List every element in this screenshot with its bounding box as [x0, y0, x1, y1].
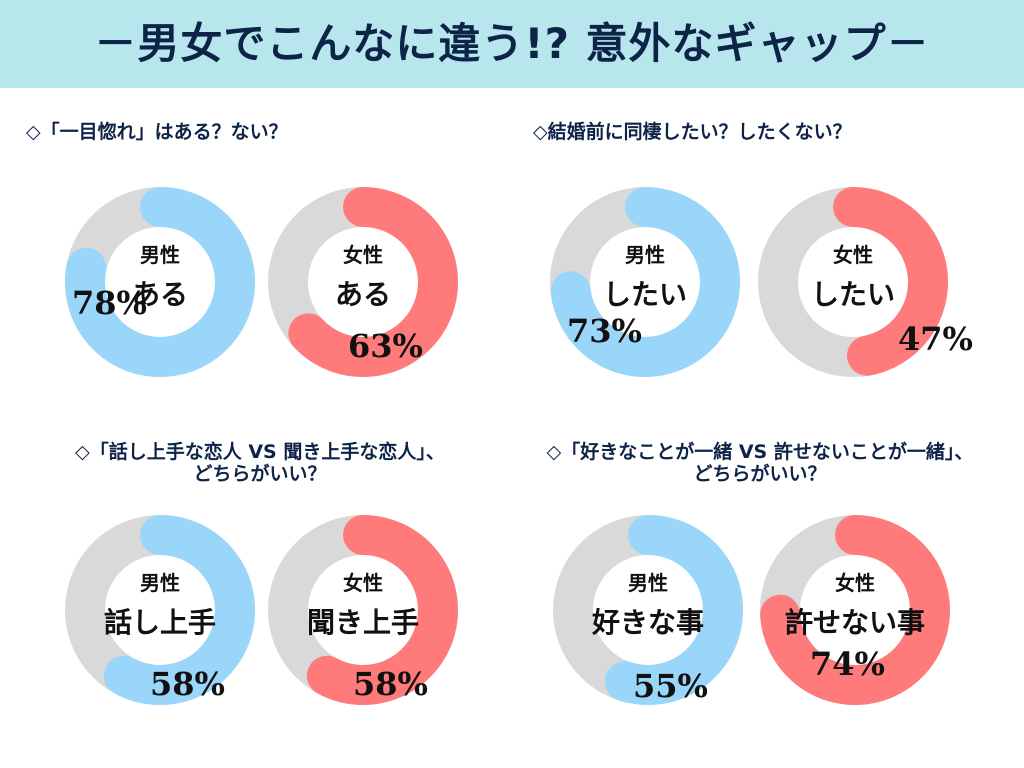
question-3-line2: どちらがいい？: [193, 463, 327, 485]
gender-label: 男性: [628, 571, 668, 595]
question-1-text: ◇「一目惚れ」はある？ない？: [26, 121, 288, 143]
gender-label: 男性: [140, 243, 180, 267]
question-4: ◇「好きなことが一緒 VS 許せないことが一緒」、 どちらがいい？: [500, 441, 1020, 485]
gender-label: 女性: [343, 571, 383, 595]
percent-label: 73%: [567, 312, 642, 350]
donut-arc-female: [288, 187, 458, 377]
donut-arc-female: [306, 515, 458, 705]
gender-label: 女性: [835, 571, 875, 595]
donut-arc-female: [833, 187, 948, 376]
donut-arc-male: [103, 515, 255, 705]
header-banner: －男女でこんなに違う!? 意外なギャップ－: [0, 0, 1024, 88]
gender-label: 男性: [625, 243, 665, 267]
percent-label: 74%: [810, 645, 885, 683]
percent-label: 58%: [353, 665, 428, 703]
answer-label: 許せない事: [785, 606, 925, 639]
percent-label: 78%: [72, 284, 147, 322]
donut-arc-male: [604, 515, 743, 705]
answer-label: 聞き上手: [307, 606, 419, 639]
question-2: ◇結婚前に同棲したい？したくない？: [533, 121, 852, 143]
answer-label: ある: [335, 278, 391, 311]
gender-label: 女性: [343, 243, 383, 267]
question-1: ◇「一目惚れ」はある？ない？: [26, 121, 288, 143]
question-4-line2: どちらがいい？: [693, 463, 827, 485]
gender-label: 女性: [833, 243, 873, 267]
donut-arc-male: [550, 187, 740, 377]
question-2-text: ◇結婚前に同棲したい？したくない？: [533, 121, 852, 143]
donut-arc-male: [65, 187, 255, 377]
answer-label: したい: [603, 278, 687, 311]
answer-label: 話し上手: [104, 606, 216, 639]
answer-label: したい: [811, 278, 895, 311]
donut-arc-female: [760, 515, 950, 705]
percent-label: 58%: [150, 665, 225, 703]
gender-label: 男性: [140, 571, 180, 595]
answer-label: 好きな事: [591, 606, 704, 639]
question-3-line1: ◇「話し上手な恋人 VS 聞き上手な恋人」、: [75, 441, 445, 463]
percent-label: 47%: [898, 320, 973, 358]
question-3: ◇「話し上手な恋人 VS 聞き上手な恋人」、 どちらがいい？: [20, 441, 500, 485]
answer-label: ある: [132, 278, 188, 311]
page-title: －男女でこんなに違う!? 意外なギャップ－: [94, 19, 930, 68]
percent-label: 63%: [348, 327, 423, 365]
question-4-line1: ◇「好きなことが一緒 VS 許せないことが一緒」、: [546, 441, 974, 463]
percent-label: 55%: [633, 667, 708, 705]
